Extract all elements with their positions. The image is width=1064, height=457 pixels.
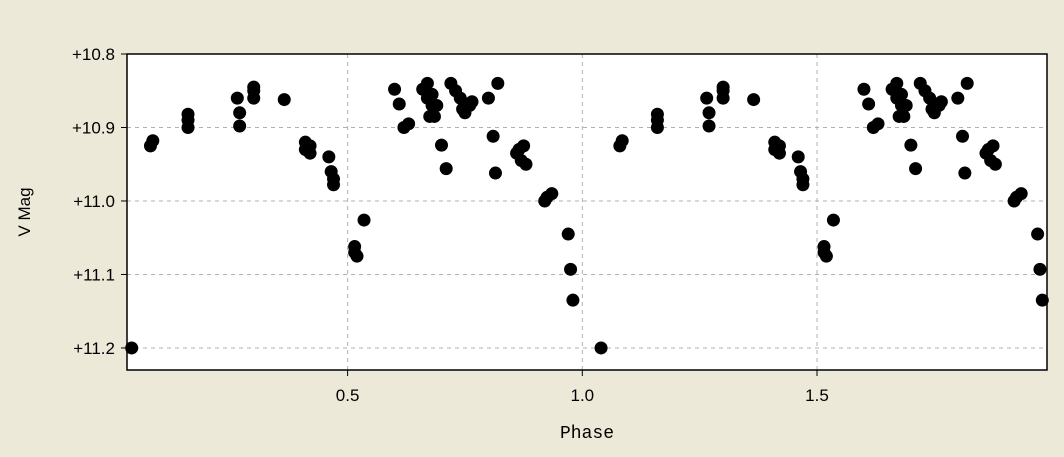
data-point	[747, 93, 760, 106]
data-point	[428, 110, 441, 123]
data-point	[519, 158, 532, 171]
x-tick-label: 1.5	[805, 386, 829, 405]
data-point	[182, 121, 195, 134]
data-point	[1015, 187, 1028, 200]
data-point	[430, 99, 443, 112]
data-point	[489, 167, 502, 180]
y-tick-label: +10.9	[72, 118, 115, 137]
data-point	[146, 134, 159, 147]
data-point	[1031, 228, 1044, 241]
data-point	[545, 187, 558, 200]
data-point	[517, 139, 530, 152]
y-axis-label: V Mag	[15, 187, 34, 236]
data-point	[703, 120, 716, 133]
y-tick-label: +11.1	[73, 265, 115, 284]
data-point	[961, 77, 974, 90]
data-point	[987, 139, 1000, 152]
data-point	[304, 147, 317, 160]
data-point	[857, 83, 870, 96]
data-point	[564, 263, 577, 276]
data-point	[466, 95, 479, 108]
data-point	[909, 162, 922, 175]
data-point	[388, 83, 401, 96]
data-point	[956, 130, 969, 143]
y-tick-label: +11.0	[73, 192, 115, 211]
y-tick-label: +11.2	[73, 339, 115, 358]
x-axis-label: Phase	[560, 424, 614, 444]
data-point	[1033, 263, 1046, 276]
data-point	[595, 341, 608, 354]
data-point	[233, 106, 246, 119]
data-point	[958, 167, 971, 180]
data-point	[616, 134, 629, 147]
data-point	[951, 92, 964, 105]
data-point	[773, 147, 786, 160]
data-point	[989, 158, 1002, 171]
data-point	[897, 110, 910, 123]
data-point	[872, 117, 885, 130]
data-point	[904, 139, 917, 152]
data-point	[435, 139, 448, 152]
data-point	[562, 228, 575, 241]
data-point	[651, 121, 664, 134]
data-point	[935, 95, 948, 108]
data-point	[827, 214, 840, 227]
data-point	[566, 294, 579, 307]
data-point	[700, 92, 713, 105]
data-point	[322, 150, 335, 163]
data-point	[327, 178, 340, 191]
data-point	[231, 92, 244, 105]
data-point	[900, 99, 913, 112]
data-point	[482, 92, 495, 105]
data-point	[247, 92, 260, 105]
data-point	[796, 178, 809, 191]
data-point	[402, 117, 415, 130]
x-tick-label: 0.5	[336, 386, 360, 405]
y-tick-label: +10.8	[72, 45, 115, 64]
data-point	[820, 250, 833, 263]
x-tick-label: 1.0	[570, 386, 594, 405]
data-point	[717, 92, 730, 105]
data-point	[862, 97, 875, 110]
data-point	[233, 120, 246, 133]
data-point	[358, 214, 371, 227]
data-point	[393, 97, 406, 110]
data-point	[351, 250, 364, 263]
data-point	[487, 130, 500, 143]
data-point	[792, 150, 805, 163]
data-point	[278, 93, 291, 106]
data-point	[703, 106, 716, 119]
data-point	[491, 77, 504, 90]
data-point	[440, 162, 453, 175]
